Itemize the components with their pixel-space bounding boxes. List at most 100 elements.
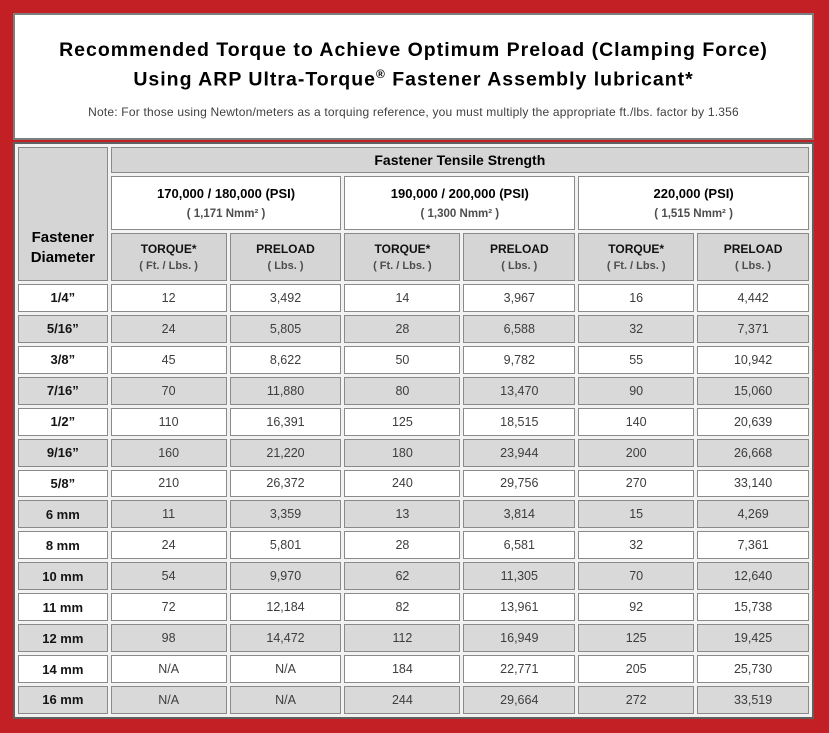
value-cell: 8,622 (229, 345, 342, 374)
value-cell: 11,880 (229, 376, 342, 405)
nmm-label: ( 1,515 Nmm² ) (654, 208, 733, 220)
diameter-cell: 12 mm (18, 624, 108, 653)
table-row: 16 mm N/A N/A 244 29,664 272 33,519 (18, 685, 809, 714)
value-cell: 270 (578, 469, 695, 498)
value-cell: 9,970 (229, 562, 342, 591)
value-cell: 32 (578, 531, 695, 560)
value-cell: 14 (344, 284, 461, 312)
value-cell: N/A (229, 685, 342, 714)
value-cell: 90 (578, 376, 695, 405)
torque-table: Fastener Diameter Fastener Tensile Stren… (13, 142, 814, 719)
value-cell: 18,515 (463, 407, 576, 436)
diameter-cell: 3/8” (18, 345, 108, 374)
note-text: Note: For those using Newton/meters as a… (88, 105, 739, 120)
value-cell: 7,371 (697, 314, 809, 343)
value-cell: 25,730 (697, 655, 809, 683)
preload-header: PRELOAD ( Lbs. ) (463, 233, 576, 281)
value-cell: N/A (110, 685, 227, 714)
value-cell: 82 (344, 593, 461, 622)
registered-trademark-symbol: ® (375, 67, 386, 82)
value-cell: 24 (110, 531, 227, 560)
value-cell: 24 (110, 314, 227, 343)
value-cell: 26,668 (697, 438, 809, 467)
subtitle-pre: Using ARP Ultra-Torque (133, 68, 376, 91)
value-cell: 240 (344, 469, 461, 498)
torque-header: TORQUE* ( Ft. / Lbs. ) (578, 233, 695, 281)
value-cell: 45 (110, 345, 227, 374)
value-cell: 28 (344, 531, 461, 560)
value-cell: 7,361 (697, 531, 809, 560)
value-cell: 140 (578, 407, 695, 436)
value-cell: 5,805 (229, 314, 342, 343)
value-cell: 13 (344, 500, 461, 529)
value-cell: 16,949 (463, 624, 576, 653)
subtitle-post: Fastener Assembly lubricant* (385, 68, 694, 91)
preload-header-label: PRELOAD (256, 242, 315, 256)
table-row: 1/4” 12 3,492 14 3,967 16 4,442 (18, 284, 809, 312)
value-cell: 5,801 (229, 531, 342, 560)
psi-group-header: 220,000 (PSI) ( 1,515 Nmm² ) (578, 176, 809, 230)
diameter-cell: 16 mm (18, 685, 108, 714)
preload-header-label: PRELOAD (723, 242, 783, 256)
value-cell: 12 (110, 284, 227, 312)
torque-header-label: TORQUE* (374, 242, 431, 256)
psi-group-row: 170,000 / 180,000 (PSI) ( 1,171 Nmm² ) 190… (18, 176, 809, 230)
value-cell: 12,184 (229, 593, 342, 622)
value-cell: 80 (344, 376, 461, 405)
diameter-cell: 9/16” (18, 438, 108, 467)
value-cell: 200 (578, 438, 695, 467)
value-cell: 125 (578, 624, 695, 653)
value-cell: 15,060 (697, 376, 809, 405)
value-cell: 6,581 (463, 531, 576, 560)
value-cell: 70 (578, 562, 695, 591)
torque-header-label: TORQUE* (140, 242, 197, 256)
value-cell: 10,942 (697, 345, 809, 374)
value-cell: N/A (229, 655, 342, 683)
table-row: 9/16” 160 21,220 180 23,944 200 26,668 (18, 438, 809, 467)
value-cell: 12,640 (697, 562, 809, 591)
preload-header: PRELOAD ( Lbs. ) (697, 233, 809, 281)
value-cell: 4,442 (697, 284, 809, 312)
preload-header: PRELOAD ( Lbs. ) (229, 233, 342, 281)
value-cell: 13,470 (463, 376, 576, 405)
diameter-cell: 10 mm (18, 562, 108, 591)
value-cell: 16,391 (229, 407, 342, 436)
value-cell: 28 (344, 314, 461, 343)
nmm-label: ( 1,300 Nmm² ) (420, 208, 500, 220)
value-cell: 98 (110, 624, 227, 653)
value-cell: 55 (578, 345, 695, 374)
diameter-cell: 11 mm (18, 593, 108, 622)
value-cell: 184 (344, 655, 461, 683)
value-cell: 29,664 (463, 685, 576, 714)
value-cell: 110 (110, 407, 227, 436)
diameter-cell: 1/4” (18, 284, 108, 312)
value-cell: 3,359 (229, 500, 342, 529)
value-cell: 23,944 (463, 438, 576, 467)
psi-group-header: 190,000 / 200,000 (PSI) ( 1,300 Nmm² ) (344, 176, 576, 230)
table-row: 3/8” 45 8,622 50 9,782 55 10,942 (18, 345, 809, 374)
page-title: Recommended Torque to Achieve Optimum Pr… (59, 39, 768, 61)
diameter-cell: 1/2” (18, 407, 108, 436)
torque-header-unit: ( Ft. / Lbs. ) (373, 260, 432, 272)
table-row: 10 mm 54 9,970 62 11,305 70 12,640 (18, 562, 809, 591)
value-cell: 33,140 (697, 469, 809, 498)
torque-header-unit: ( Ft. / Lbs. ) (606, 260, 666, 272)
torque-header: TORQUE* ( Ft. / Lbs. ) (110, 233, 227, 281)
value-cell: 180 (344, 438, 461, 467)
value-cell: 26,372 (229, 469, 342, 498)
table-row: 11 mm 72 12,184 82 13,961 92 15,738 (18, 593, 809, 622)
value-cell: 210 (110, 469, 227, 498)
table-row: 12 mm 98 14,472 112 16,949 125 19,425 (18, 624, 809, 653)
torque-header-label: TORQUE* (608, 242, 665, 256)
title-box: Recommended Torque to Achieve Optimum Pr… (13, 13, 814, 140)
value-cell: 29,756 (463, 469, 576, 498)
value-cell: 125 (344, 407, 461, 436)
diameter-cell: 5/16” (18, 314, 108, 343)
tensile-strength-row: Fastener Diameter Fastener Tensile Stren… (18, 147, 809, 281)
diameter-cell: 6 mm (18, 500, 108, 529)
psi-label: 170,000 / 180,000 (PSI) (157, 186, 296, 201)
torque-preload-header-row: TORQUE* ( Ft. / Lbs. ) PRELOAD ( Lbs. ) TORQ… (18, 233, 809, 281)
table-row: 6 mm 11 3,359 13 3,814 15 4,269 (18, 500, 809, 529)
value-cell: 112 (344, 624, 461, 653)
corner-header-fastener-diameter: Fastener Diameter (18, 147, 108, 281)
